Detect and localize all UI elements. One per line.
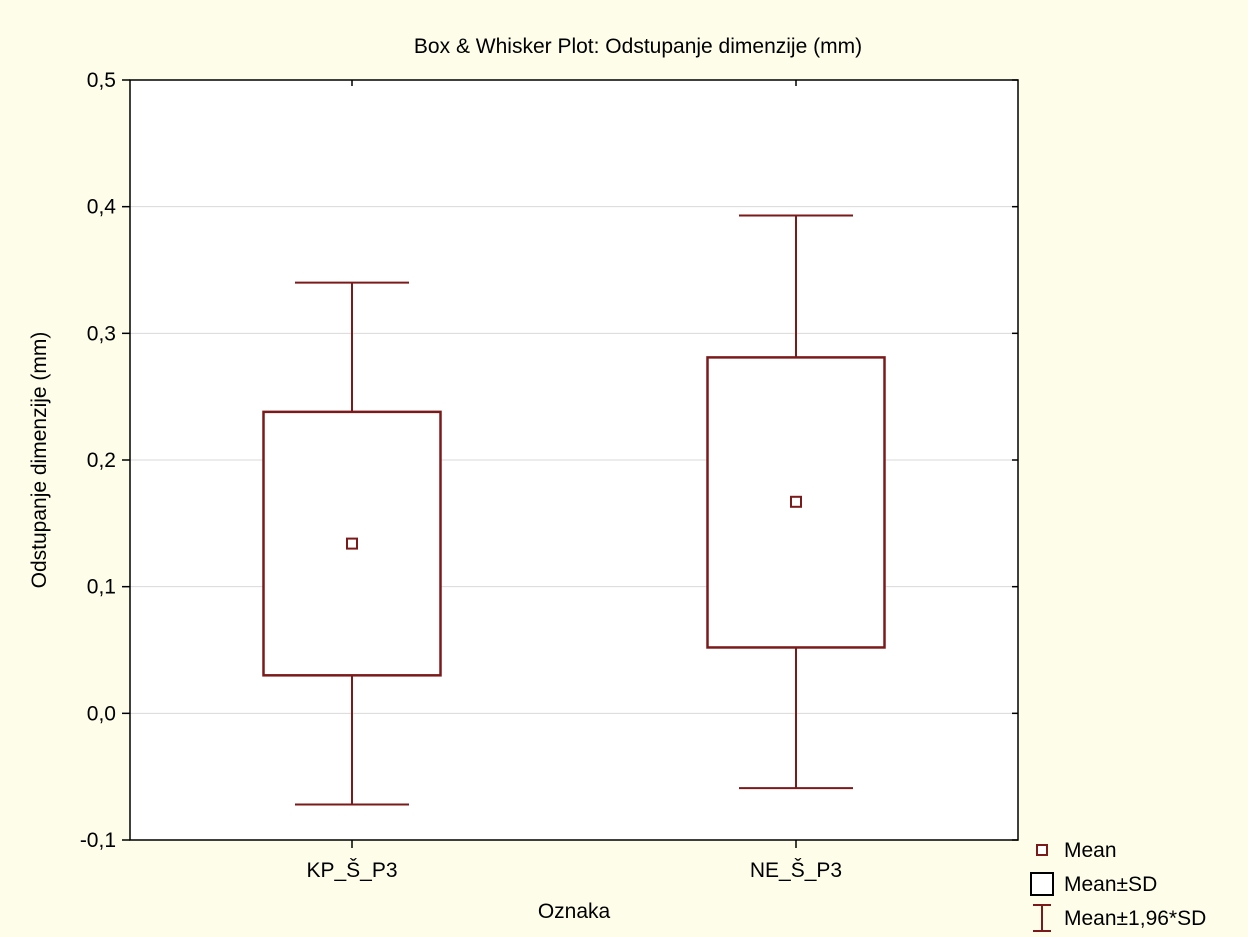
mean-point bbox=[790, 495, 802, 508]
x-tick-label: KP_Š_P3 bbox=[306, 859, 397, 882]
y-tick-label: 0,4 bbox=[87, 196, 117, 219]
x-axis: KP_Š_P3 NE_Š_P3 bbox=[306, 80, 842, 882]
mean-point bbox=[346, 537, 358, 550]
y-tick-label: 0,3 bbox=[87, 322, 116, 345]
y-axis-label: Odstupanje dimenzije (mm) bbox=[28, 332, 51, 589]
y-axis: -0,1 0,0 0,1 0,2 0,3 0,4 0,5 bbox=[80, 69, 1018, 852]
legend-label: Mean±SD bbox=[1064, 873, 1157, 896]
y-tick-label: 0,1 bbox=[87, 576, 116, 599]
box-group bbox=[262, 281, 442, 806]
box-group bbox=[706, 214, 886, 790]
legend-item: Mean±SD bbox=[1030, 872, 1157, 896]
y-tick-label: -0,1 bbox=[80, 829, 116, 852]
legend-mean-icon bbox=[1036, 844, 1048, 856]
legend-label: Mean bbox=[1064, 839, 1117, 862]
legend-item: Mean±1,96*SD bbox=[1033, 904, 1206, 932]
legend-item: Mean bbox=[1036, 839, 1117, 862]
legend-box-icon bbox=[1030, 872, 1054, 896]
chart-title: Box & Whisker Plot: Odstupanje dimenzije… bbox=[414, 35, 862, 58]
x-tick-label: NE_Š_P3 bbox=[750, 859, 842, 882]
y-tick-label: 0,5 bbox=[87, 69, 116, 92]
y-tick-label: 0,2 bbox=[87, 449, 116, 472]
y-tick-label: 0,0 bbox=[87, 702, 116, 725]
legend: Mean Mean±SD Mean±1,96*SD bbox=[1030, 839, 1206, 932]
box-marks bbox=[262, 214, 886, 806]
plot-frame bbox=[129, 79, 1019, 841]
legend-label: Mean±1,96*SD bbox=[1064, 907, 1206, 930]
x-axis-label: Oznaka bbox=[538, 900, 611, 923]
